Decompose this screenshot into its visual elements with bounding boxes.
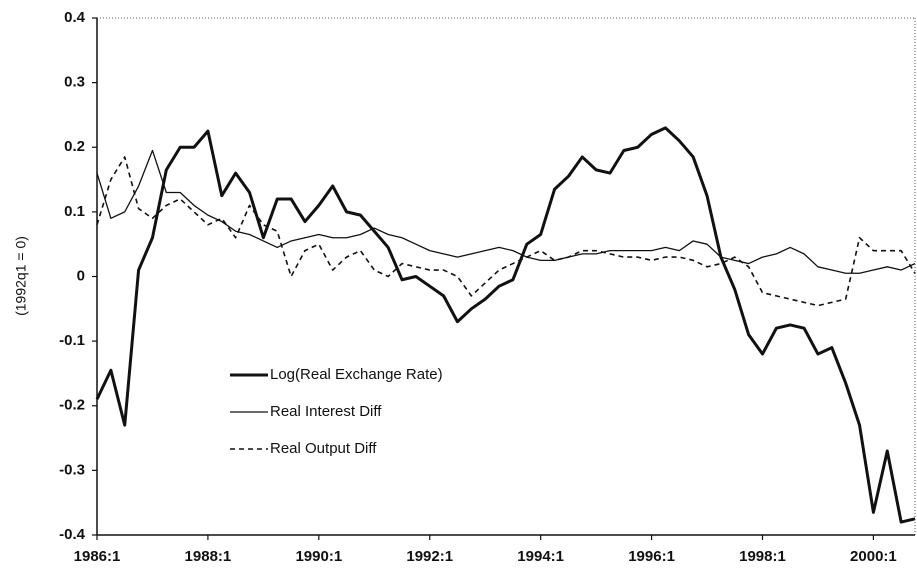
y-tick-label: -0.1 (59, 332, 85, 349)
y-tick-label: 0.2 (64, 138, 85, 155)
series-line (96, 149, 916, 274)
y-tick-label: 0.4 (64, 9, 86, 26)
series-line (95, 126, 916, 524)
x-tick-label: 1988:1 (185, 548, 232, 565)
legend-label: Log(Real Exchange Rate) (270, 366, 443, 383)
y-tick-label: -0.3 (59, 461, 85, 478)
series-line (96, 156, 916, 307)
y-tick-label: 0.3 (64, 74, 85, 91)
x-tick-label: 1986:1 (74, 548, 121, 565)
y-tick-label: -0.4 (59, 526, 86, 543)
y-tick-label: 0 (77, 267, 85, 284)
legend-label: Real Interest Diff (270, 403, 382, 420)
x-tick-label: 1990:1 (295, 548, 342, 565)
x-tick-label: 2000:1 (850, 548, 897, 565)
legend-label: Real Output Diff (270, 440, 377, 457)
x-tick-label: 1998:1 (739, 548, 786, 565)
y-tick-label: -0.2 (59, 397, 85, 414)
x-tick-label: 1992:1 (406, 548, 453, 565)
x-tick-label: 1994:1 (517, 548, 564, 565)
y-tick-label: 0.1 (64, 203, 85, 220)
y-axis-label: (1992q1 = 0) (13, 236, 29, 316)
x-tick-label: 1996:1 (628, 548, 675, 565)
